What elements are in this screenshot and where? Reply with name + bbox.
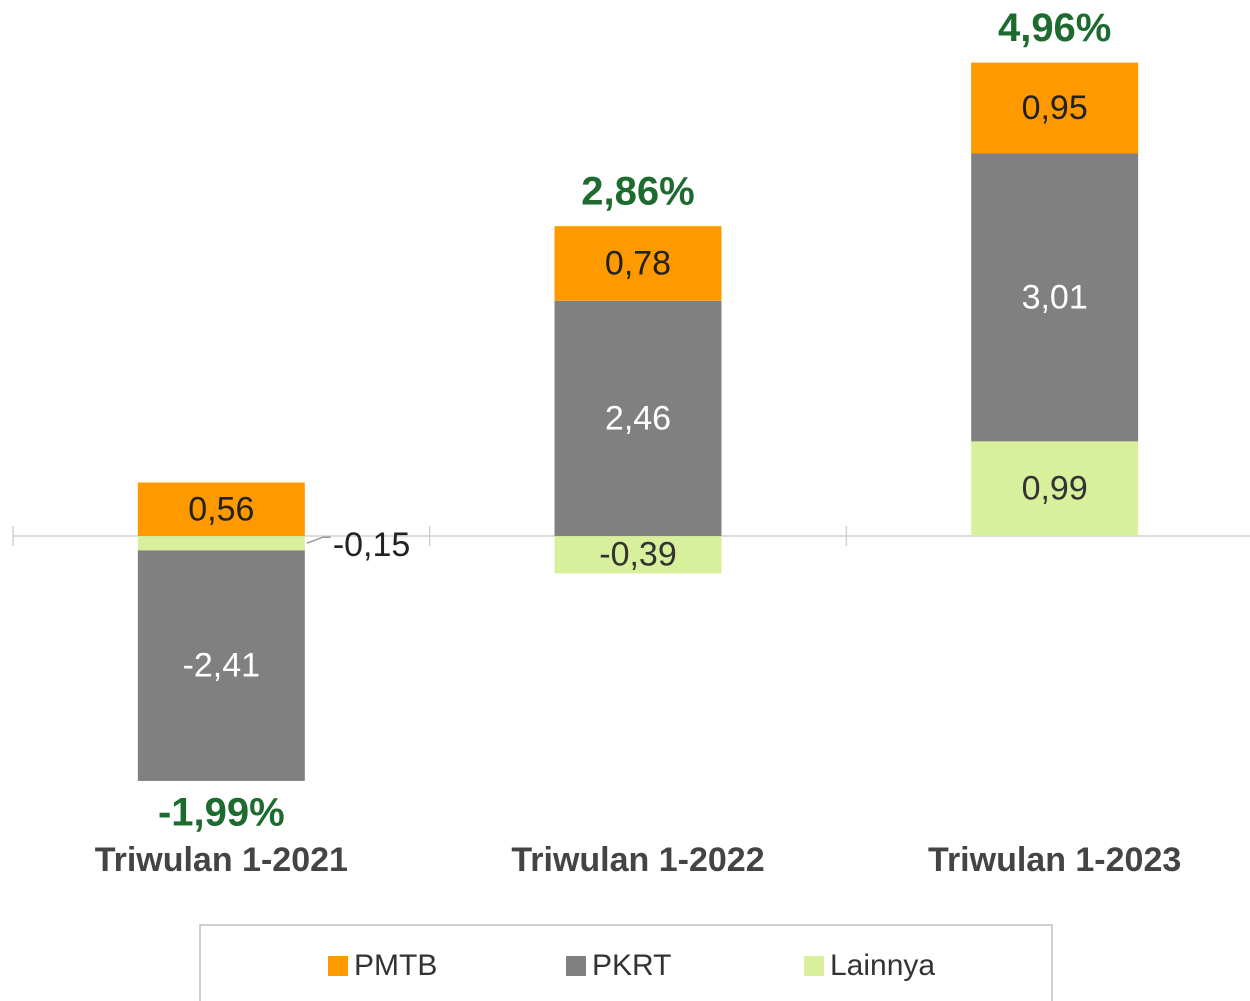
bar-segment — [971, 441, 1139, 537]
legend-swatch — [328, 956, 348, 976]
legend-label: PKRT — [592, 949, 671, 982]
bar-segment — [971, 153, 1139, 442]
bar-segment — [137, 536, 305, 551]
bar-segment — [554, 226, 722, 301]
legend-label: Lainnya — [830, 949, 935, 982]
x-tick-label: Triwulan 1-2021 — [95, 841, 348, 879]
data-label: 0,56 — [188, 490, 254, 528]
bar-segment — [554, 536, 722, 574]
total-label: -1,99% — [158, 790, 285, 834]
data-label: 0,78 — [605, 244, 671, 282]
legend-swatch — [566, 956, 586, 976]
legend-label: PMTB — [354, 949, 437, 982]
legend-swatch — [804, 956, 824, 976]
bar-segment — [137, 550, 305, 781]
data-label: -0,39 — [599, 536, 677, 574]
data-label: 0,99 — [1022, 470, 1088, 508]
total-label: 2,86% — [581, 170, 694, 214]
leader-line — [306, 536, 331, 544]
bar-segment — [971, 62, 1139, 154]
x-tick-label: Triwulan 1-2023 — [928, 841, 1181, 879]
data-label: 0,95 — [1022, 89, 1088, 127]
x-tick-label: Triwulan 1-2022 — [511, 841, 764, 879]
bar-segment — [554, 300, 722, 537]
bar-segment — [137, 482, 305, 537]
total-label: 4,96% — [998, 6, 1111, 50]
data-label: -2,41 — [183, 647, 261, 685]
data-label: -0,15 — [333, 526, 411, 564]
data-label: 3,01 — [1022, 278, 1088, 316]
data-label: 2,46 — [605, 399, 671, 437]
